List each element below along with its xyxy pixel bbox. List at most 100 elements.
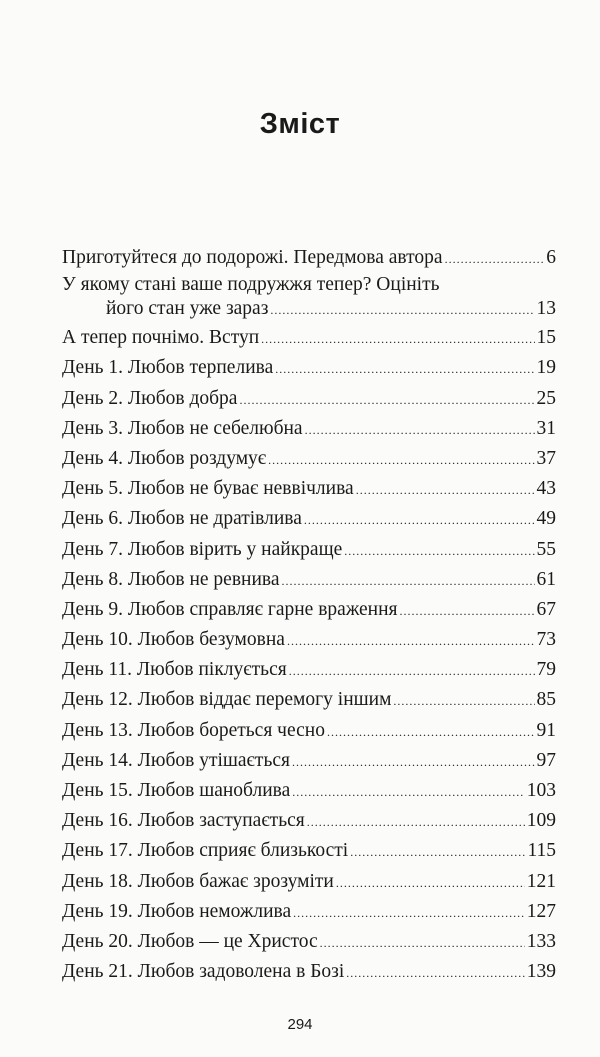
- toc-entry-title: День 8. Любов не ревнива: [62, 568, 280, 590]
- toc-entry: День 5. Любов не буває неввічлива 43: [62, 474, 556, 504]
- dot-leader: [350, 837, 525, 866]
- toc-entry-title: День 5. Любов не буває неввічлива: [62, 478, 354, 500]
- toc-entry: День 20. Любов — це Христос 133: [62, 927, 556, 957]
- toc-entry-page: 73: [536, 629, 557, 651]
- toc-entry: його стан уже зараз 13: [62, 297, 556, 323]
- dot-leader: [268, 445, 534, 474]
- toc-entry: День 17. Любов сприяє близькості 115: [62, 836, 556, 866]
- toc-entry: День 18. Любов бажає зрозуміти 121: [62, 867, 556, 897]
- dot-leader: [393, 686, 534, 715]
- toc-entry-title: День 6. Любов не дратівлива: [62, 508, 302, 530]
- dot-leader: [445, 244, 545, 273]
- dot-leader: [270, 298, 534, 322]
- toc-entry: День 9. Любов справляє гарне враження 67: [62, 595, 556, 625]
- toc-entry-title: День 11. Любов піклується: [62, 659, 287, 681]
- toc-entry: День 10. Любов безумовна 73: [62, 625, 556, 655]
- toc-entry: День 14. Любов утішається 97: [62, 746, 556, 776]
- toc-entry: День 8. Любов не ревнива 61: [62, 565, 556, 595]
- toc-entry-page: 97: [536, 749, 557, 771]
- dot-leader: [292, 777, 524, 806]
- toc-entry-title: його стан уже зараз: [106, 298, 269, 320]
- toc-entry: День 7. Любов вірить у найкраще 55: [62, 535, 556, 565]
- dot-leader: [282, 566, 535, 595]
- dot-leader: [275, 354, 534, 383]
- toc-entry: День 3. Любов не себелюбна 31: [62, 414, 556, 444]
- dot-leader: [287, 626, 535, 655]
- dot-leader: [304, 505, 535, 534]
- toc-entry-page: 109: [526, 810, 556, 832]
- toc-entry: День 1. Любов терпелива 19: [62, 353, 556, 383]
- toc-entry: День 15. Любов шаноблива 103: [62, 776, 556, 806]
- page-number: 294: [287, 1016, 313, 1033]
- toc-entry-page: 91: [536, 719, 557, 741]
- toc-entry: День 19. Любов неможлива 127: [62, 897, 556, 927]
- dot-leader: [307, 807, 525, 836]
- toc-entry-page: 133: [526, 930, 556, 952]
- toc-entry-title: День 9. Любов справляє гарне враження: [62, 598, 398, 620]
- toc-entry-title: День 2. Любов добра: [62, 387, 238, 409]
- toc-entry: День 2. Любов добра 25: [62, 384, 556, 414]
- toc-entry-page: 37: [536, 447, 557, 469]
- dot-leader: [320, 928, 525, 957]
- toc-entry-page: 13: [536, 298, 557, 320]
- toc-entry-title: День 3. Любов не себелюбна: [62, 417, 303, 439]
- toc-entry: День 4. Любов роздумує 37: [62, 444, 556, 474]
- dot-leader: [400, 596, 535, 625]
- toc-entry: День 16. Любов заступається 109: [62, 806, 556, 836]
- toc-entry-page: 115: [527, 840, 556, 862]
- toc-entry-title: День 19. Любов неможлива: [62, 900, 292, 922]
- toc-entry-title: День 15. Любов шаноблива: [62, 780, 291, 801]
- dot-leader: [344, 536, 534, 565]
- toc-entry-title: А тепер почнімо. Вступ: [62, 327, 260, 349]
- toc-entry-page: 85: [536, 689, 557, 711]
- toc-entry-page: 121: [526, 870, 556, 892]
- toc-entry-title: День 20. Любов — це Христос: [62, 930, 318, 952]
- toc-entry-title: День 10. Любов безумовна: [62, 629, 285, 651]
- dot-leader: [346, 958, 524, 987]
- toc-entry-page: 79: [536, 659, 557, 681]
- toc-entry: День 11. Любов піклується 79: [62, 655, 556, 685]
- dot-leader: [327, 717, 535, 746]
- table-of-contents: Приготуйтеся до подорожі. Передмова авто…: [62, 243, 556, 987]
- toc-entry: Приготуйтеся до подорожі. Передмова авто…: [62, 243, 556, 273]
- toc-entry-page: 139: [526, 961, 556, 983]
- toc-entry-title: День 14. Любов утішається: [62, 749, 290, 771]
- toc-entry-page: 19: [536, 357, 557, 379]
- toc-entry-title: День 17. Любов сприяє близькості: [62, 840, 349, 862]
- toc-entry: А тепер почнімо. Вступ 15: [62, 323, 556, 353]
- toc-entry: День 13. Любов бореться чесно 91: [62, 716, 556, 746]
- toc-entry-title: День 16. Любов заступається: [62, 810, 305, 832]
- toc-entry: День 21. Любов задоволена в Бозі 139: [62, 957, 556, 987]
- toc-entry-page: 49: [536, 508, 557, 530]
- dot-leader: [239, 385, 534, 414]
- toc-entry-title: День 1. Любов терпелива: [62, 357, 274, 379]
- toc-entry-line: У якому стані ваше подружжя тепер? Оціні…: [62, 274, 440, 296]
- toc-entry-page: 127: [526, 900, 556, 922]
- dot-leader: [336, 868, 525, 897]
- toc-entry-page: 61: [536, 568, 557, 590]
- toc-entry-title: День 21. Любов задоволена в Бозі: [62, 961, 345, 983]
- dot-leader: [292, 747, 535, 776]
- toc-entry-page: 25: [536, 387, 557, 409]
- toc-entry: День 6. Любов не дратівлива 49: [62, 504, 556, 534]
- toc-entry-page: 67: [536, 598, 557, 620]
- toc-entry-page: 43: [536, 478, 557, 500]
- dot-leader: [305, 415, 535, 444]
- toc-entry: День 12. Любов віддає перемогу іншим 85: [62, 685, 556, 715]
- toc-entry-page: 15: [536, 327, 557, 349]
- toc-entry-title: День 12. Любов віддає перемогу іншим: [62, 689, 392, 711]
- dot-leader: [293, 898, 525, 927]
- dot-leader: [261, 324, 534, 353]
- toc-entry-page: 55: [536, 538, 557, 560]
- toc-entry-title: Приготуйтеся до подорожі. Передмова авто…: [62, 247, 443, 268]
- toc-entry-page: 31: [536, 417, 557, 439]
- toc-entry-title: День 13. Любов бореться чесно: [62, 719, 325, 741]
- toc-entry-title: День 4. Любов роздумує: [62, 447, 267, 469]
- dot-leader: [289, 656, 535, 685]
- toc-entry-title: День 7. Любов вірить у найкраще: [62, 538, 343, 560]
- toc-entry-title: День 18. Любов бажає зрозуміти: [62, 870, 334, 892]
- toc-entry-page: 6: [546, 247, 556, 268]
- page-title: Зміст: [259, 108, 341, 140]
- dot-leader: [356, 475, 535, 504]
- toc-entry-page: 103: [526, 780, 556, 801]
